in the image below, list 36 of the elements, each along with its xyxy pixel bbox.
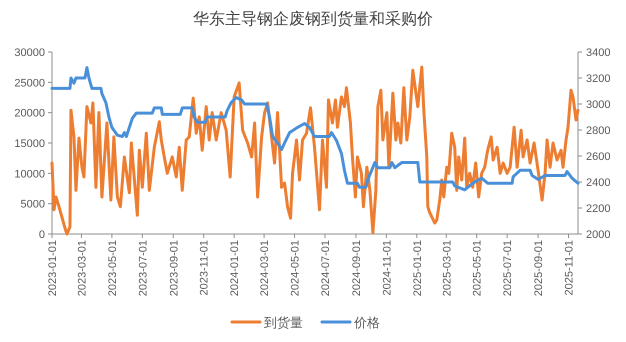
x-tick-label: 2024-01-01 (229, 240, 242, 296)
x-tick-label: 2024-11-01 (381, 240, 394, 296)
y-tick-label: 5000 (20, 198, 45, 211)
x-tick-label: 2024-07-01 (320, 240, 332, 296)
x-tick-label: 2024-03-01 (259, 240, 272, 296)
x-tick-label: 2025-07-01 (502, 240, 514, 296)
x-tick-label: 2024-05-01 (290, 240, 302, 296)
y2-tick-label: 3200 (586, 73, 610, 85)
x-tick-label: 2025-09-01 (533, 240, 546, 296)
y-tick-label: 30000 (14, 47, 45, 59)
x-tick-label: 2023-09-01 (168, 240, 180, 296)
x-tick-label: 2023-07-01 (137, 240, 150, 296)
y-tick-label: 15000 (14, 138, 45, 150)
y-tick-label: 20000 (14, 108, 45, 120)
x-tick-label: 2023-01-01 (47, 240, 59, 296)
y2-tick-label: 2800 (586, 125, 610, 137)
y2-tick-label: 2600 (586, 151, 610, 163)
x-tick-label: 2025-01-01 (412, 240, 424, 296)
x-tick-label: 2024-09-01 (350, 240, 363, 296)
y2-tick-label: 2400 (586, 177, 610, 189)
x-tick-label: 2023-03-01 (76, 240, 88, 296)
x-tick-label: 2023-05-01 (106, 240, 119, 296)
y-tick-label: 25000 (14, 77, 45, 90)
x-tick-label: 2023-11-01 (198, 240, 211, 296)
x-tick-label: 2025-11-01 (564, 240, 576, 296)
y-tick-label: 0 (38, 229, 45, 241)
legend-label: 到货量 (264, 315, 303, 330)
y2-tick-label: 3000 (586, 99, 610, 111)
y2-tick-label: 2200 (586, 203, 610, 215)
title: 华东主导钢企废钢到货量和采购价 (193, 9, 433, 28)
x-tick-label: 2025-05-01 (472, 240, 484, 296)
y2-tick-label: 2000 (586, 229, 610, 241)
legend-label: 价格 (353, 315, 380, 330)
y2-tick-label: 3400 (586, 47, 610, 59)
y-tick-label: 10000 (14, 168, 45, 180)
x-tick-label: 2025-03-01 (441, 240, 454, 296)
